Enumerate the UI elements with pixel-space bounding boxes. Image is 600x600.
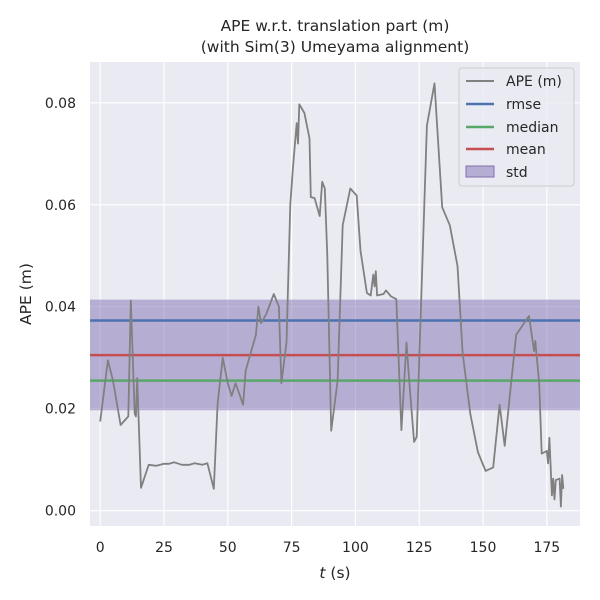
x-axis-label: t (s) — [319, 564, 350, 582]
x-tick-label-7: 175 — [533, 540, 560, 556]
legend-label-mean: mean — [506, 142, 546, 158]
chart-title-line-2: (with Sim(3) Umeyama alignment) — [201, 38, 470, 56]
x-tick-label-2: 50 — [219, 540, 237, 556]
legend-label-median: median — [506, 120, 558, 136]
x-tick-label-1: 25 — [155, 540, 173, 556]
chart-title-line-1: APE w.r.t. translation part (m) — [221, 17, 450, 35]
legend-label-rmse: rmse — [506, 97, 541, 113]
y-ticks: 0.00 0.02 0.04 0.06 0.08 — [45, 96, 76, 520]
x-ticks: 0 25 50 75 100 125 150 175 — [96, 540, 560, 556]
series-group — [99, 82, 565, 508]
legend-swatch-std — [465, 165, 495, 178]
ape-series-line — [99, 82, 565, 508]
x-tick-label-5: 125 — [406, 540, 433, 556]
y-axis-label: APE (m) — [17, 263, 35, 325]
y-tick-label-1: 0.02 — [45, 402, 76, 418]
y-tick-label-3: 0.06 — [45, 198, 76, 214]
y-tick-label-2: 0.04 — [45, 300, 76, 316]
legend-label-std: std — [506, 165, 528, 181]
x-axis-unit: (s) — [325, 564, 350, 582]
x-tick-label-0: 0 — [96, 540, 105, 556]
legend-box — [458, 67, 575, 187]
legend: APE (m) rmse median mean std — [458, 67, 575, 187]
stat-lines — [90, 319, 580, 382]
x-tick-label-6: 150 — [470, 540, 497, 556]
legend-label-ape: APE (m) — [506, 74, 562, 90]
x-tick-label-3: 75 — [283, 540, 301, 556]
x-axis-var: t — [319, 564, 326, 582]
y-tick-label-4: 0.08 — [45, 96, 76, 112]
x-tick-label-4: 100 — [342, 540, 369, 556]
y-tick-label-0: 0.00 — [45, 504, 76, 520]
